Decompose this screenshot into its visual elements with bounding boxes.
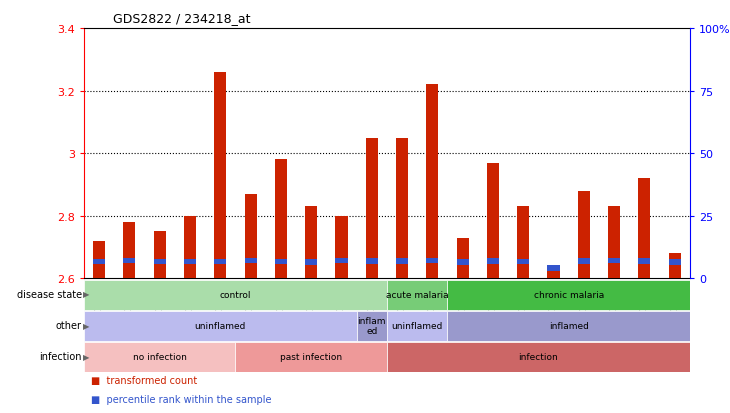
Text: infection: infection	[518, 352, 558, 361]
Bar	[426, 85, 439, 279]
Text: chronic malaria: chronic malaria	[534, 290, 604, 299]
Text: acute malaria: acute malaria	[386, 290, 448, 299]
Bar	[387, 342, 690, 372]
Bar	[387, 280, 447, 310]
Bar	[235, 342, 387, 372]
Bar	[184, 216, 196, 279]
Bar	[184, 259, 196, 265]
Bar	[638, 179, 650, 279]
Bar	[335, 258, 347, 264]
Bar	[456, 259, 469, 265]
Bar	[447, 311, 690, 341]
Bar	[517, 207, 529, 279]
Text: disease state: disease state	[17, 289, 82, 299]
Bar	[305, 207, 318, 279]
Text: GDS2822 / 234218_at: GDS2822 / 234218_at	[113, 12, 250, 25]
Bar	[153, 259, 166, 265]
Bar	[214, 73, 226, 279]
Bar	[577, 259, 590, 264]
Bar	[608, 207, 620, 279]
Bar	[356, 311, 387, 341]
Text: uninflamed: uninflamed	[391, 321, 443, 330]
Text: ■  percentile rank within the sample: ■ percentile rank within the sample	[91, 394, 272, 404]
Bar	[548, 265, 560, 271]
Bar	[517, 259, 529, 265]
Bar	[366, 138, 378, 279]
Bar	[669, 260, 681, 265]
Bar	[396, 138, 408, 279]
Text: ▶: ▶	[82, 321, 89, 330]
Bar	[426, 258, 439, 264]
Bar	[305, 259, 318, 265]
Bar	[84, 342, 235, 372]
Bar	[366, 259, 378, 264]
Bar	[84, 311, 356, 341]
Bar	[638, 259, 650, 264]
Bar	[487, 163, 499, 279]
Bar	[214, 259, 226, 265]
Bar	[93, 241, 105, 279]
Text: inflam
ed: inflam ed	[358, 316, 386, 335]
Bar	[447, 280, 690, 310]
Bar	[245, 258, 257, 264]
Text: infection: infection	[39, 351, 82, 361]
Text: no infection: no infection	[133, 352, 187, 361]
Text: ▶: ▶	[82, 352, 89, 361]
Bar	[487, 259, 499, 264]
Bar	[669, 254, 681, 279]
Bar	[93, 259, 105, 265]
Bar	[335, 216, 347, 279]
Text: control: control	[220, 290, 251, 299]
Bar	[123, 258, 136, 264]
Text: past infection: past infection	[280, 352, 342, 361]
Bar	[456, 238, 469, 279]
Text: uninflamed: uninflamed	[195, 321, 246, 330]
Bar	[123, 223, 136, 279]
Bar	[274, 259, 287, 265]
Bar	[608, 258, 620, 264]
Text: ■  transformed count: ■ transformed count	[91, 375, 198, 385]
Text: other: other	[55, 320, 82, 330]
Bar	[84, 280, 387, 310]
Bar	[396, 259, 408, 264]
Bar	[274, 160, 287, 279]
Bar	[153, 232, 166, 279]
Text: inflamed: inflamed	[549, 321, 588, 330]
Bar	[387, 311, 447, 341]
Text: ▶: ▶	[82, 290, 89, 299]
Bar	[548, 269, 560, 279]
Bar	[577, 191, 590, 279]
Bar	[245, 195, 257, 279]
